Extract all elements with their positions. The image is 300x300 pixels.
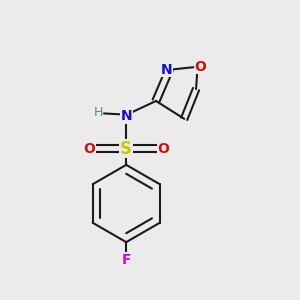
Text: N: N (120, 109, 132, 123)
Text: F: F (122, 253, 131, 267)
Text: O: O (158, 142, 169, 155)
Text: S: S (120, 140, 132, 158)
Text: N: N (160, 63, 172, 77)
Text: O: O (83, 142, 95, 155)
Text: O: O (195, 60, 206, 74)
Text: H: H (93, 106, 103, 119)
